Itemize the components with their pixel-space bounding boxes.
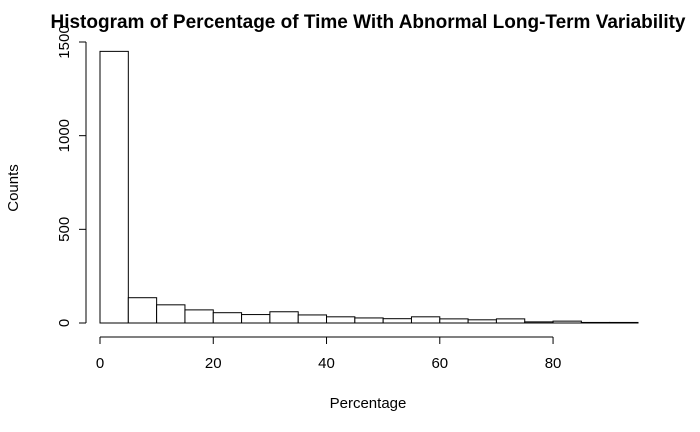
x-tick-label: 0 xyxy=(96,355,104,372)
y-tick-label: 1500 xyxy=(56,25,73,58)
histogram-bar xyxy=(467,319,497,324)
y-tick-label: 0 xyxy=(56,319,73,327)
y-tick-label: 1000 xyxy=(56,119,73,152)
histogram-bar xyxy=(495,318,526,324)
histogram-bar xyxy=(382,318,412,324)
histogram-bar xyxy=(354,317,384,324)
histogram-bar xyxy=(297,314,328,324)
histogram-bar xyxy=(127,297,158,324)
x-axis-label: Percentage xyxy=(330,395,407,412)
histogram-bar xyxy=(99,50,129,324)
x-tick-label: 80 xyxy=(545,355,562,372)
histogram-bar xyxy=(410,316,441,324)
x-tick-label: 40 xyxy=(318,355,335,372)
x-axis: 0 20 40 60 80 xyxy=(96,336,562,372)
bars-group xyxy=(99,50,639,324)
y-tick-label: 500 xyxy=(56,217,73,242)
histogram-bar xyxy=(184,309,214,324)
y-axis-label: Counts xyxy=(5,164,22,212)
histogram-bar xyxy=(580,321,611,324)
histogram-bar xyxy=(156,304,186,324)
x-tick-label: 60 xyxy=(431,355,448,372)
histogram-bar xyxy=(212,312,243,324)
histogram-bar xyxy=(326,316,356,324)
chart-title: Histogram of Percentage of Time With Abn… xyxy=(50,12,685,33)
histogram-bar xyxy=(241,314,271,324)
x-tick-label: 20 xyxy=(205,355,222,372)
y-axis: 0 500 1000 1500 xyxy=(56,25,87,327)
histogram-bar xyxy=(269,311,299,324)
histogram-bar xyxy=(552,320,582,324)
histogram-bar xyxy=(524,321,554,324)
histogram-bar xyxy=(439,318,469,324)
histogram-bar xyxy=(609,321,639,324)
